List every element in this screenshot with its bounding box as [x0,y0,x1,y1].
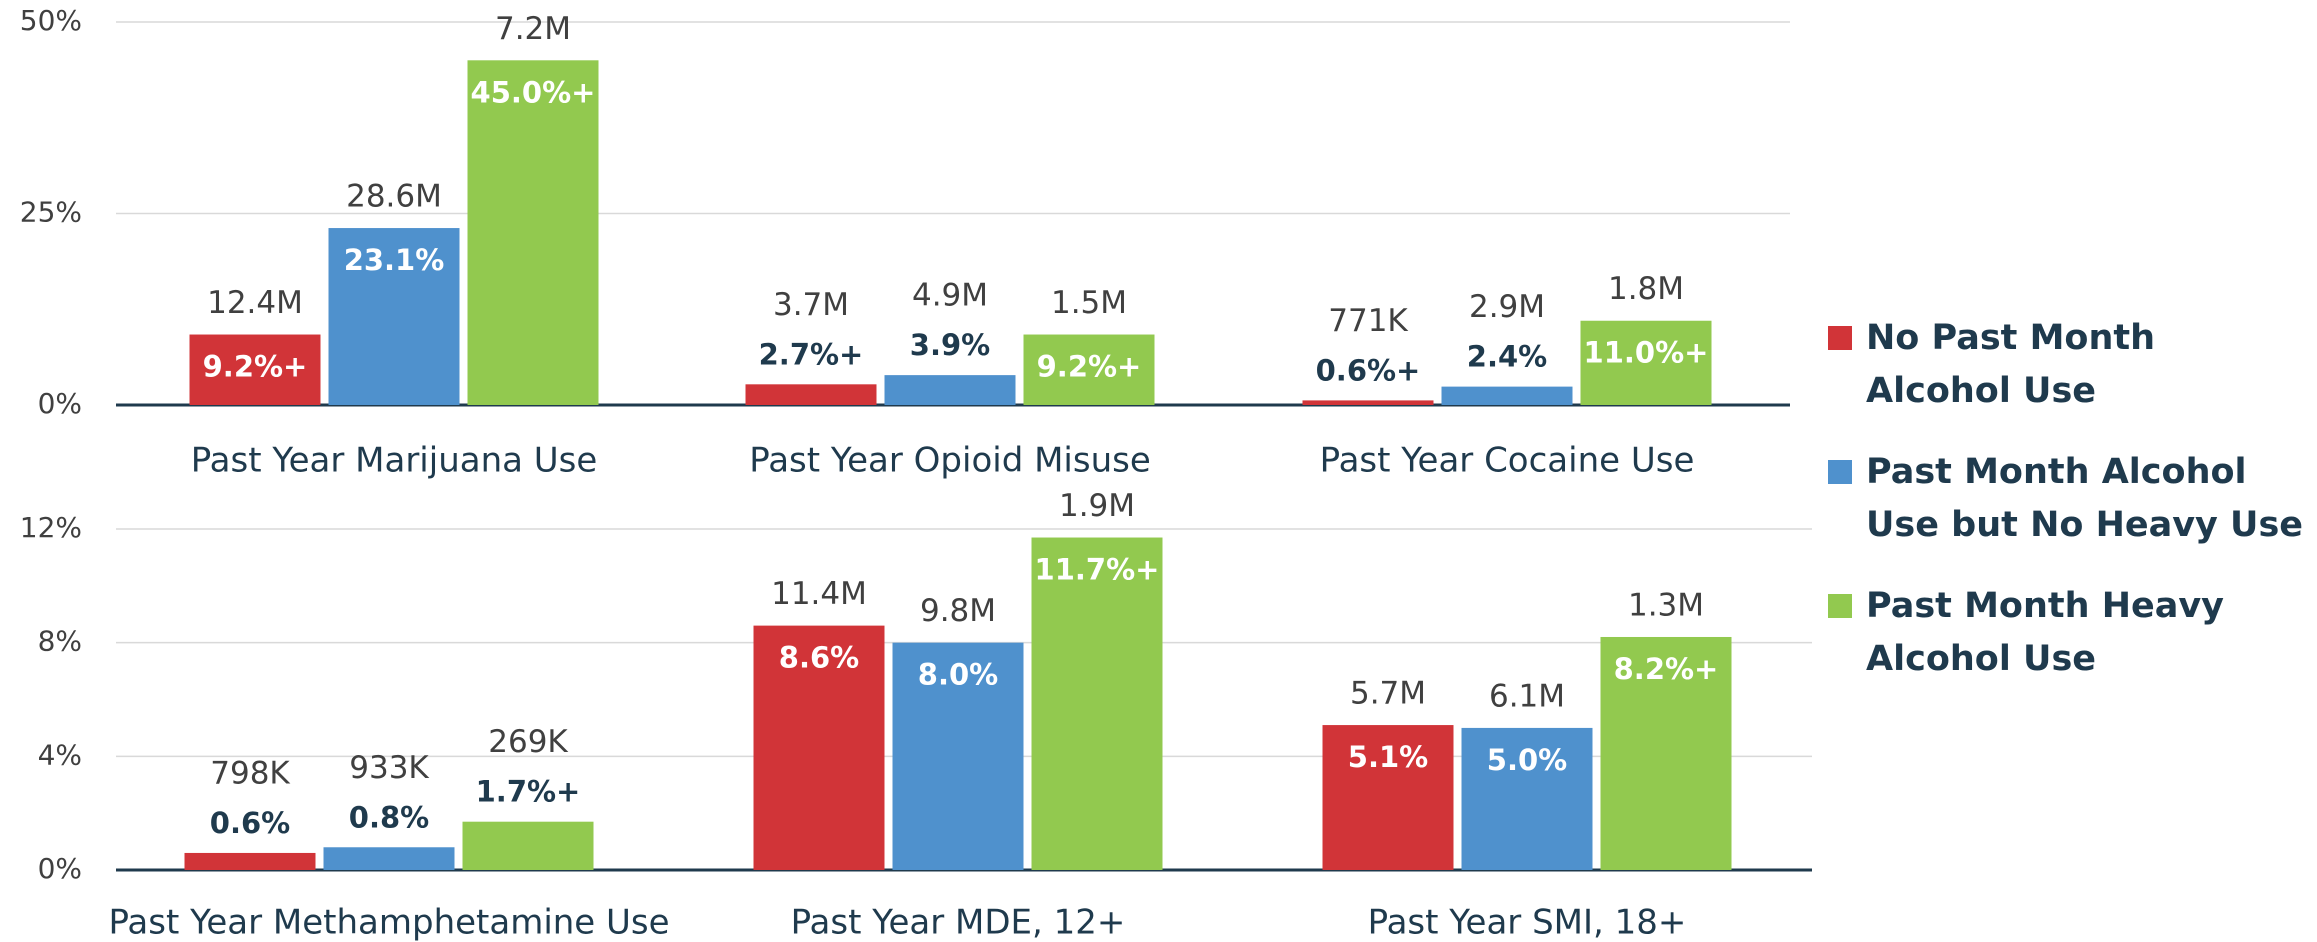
bar [1031,537,1163,870]
count-label: 6.1M [1489,678,1565,714]
bar [1441,386,1573,405]
bar [184,852,316,870]
value-label: 5.0% [1487,743,1567,777]
bar [328,228,460,405]
bar [1023,334,1155,405]
y-tick-label: 25% [20,196,82,229]
bar [467,60,599,406]
y-tick-label: 4% [38,738,82,771]
value-label: 8.0% [918,658,998,692]
bar [1302,400,1434,405]
category-label: Past Year Marijuana Use [191,441,598,481]
bar [1461,727,1593,870]
count-label: 11.4M [771,576,867,612]
count-label: 12.4M [207,285,303,321]
category-label: Past Year Opioid Misuse [749,441,1151,481]
value-label: 3.9% [910,328,990,362]
value-label: 11.0%+ [1584,336,1709,370]
value-label: 5.1% [1348,740,1428,774]
category-label: Past Year Methamphetamine Use [108,903,669,942]
y-tick-label: 0% [38,852,82,885]
count-label: 1.5M [1051,285,1127,321]
value-label: 0.6% [210,806,290,840]
legend-item: Past Month Alcohol Use but No Heavy Use [1828,446,2308,552]
count-label: 1.9M [1059,488,1135,524]
bar [884,375,1016,405]
count-label: 771K [1328,303,1408,339]
count-label: 3.7M [773,287,849,323]
count-label: 798K [210,755,290,791]
value-label: 9.2%+ [1037,350,1142,384]
y-tick-label: 12% [20,511,82,544]
value-label: 2.7%+ [759,337,864,371]
bar [462,821,594,870]
bar [745,384,877,405]
value-label: 2.4% [1467,340,1547,374]
legend-swatch [1828,460,1852,484]
value-label: 8.6% [779,641,859,675]
category-label: Past Year Cocaine Use [1320,441,1695,481]
legend-swatch [1828,326,1852,350]
count-label: 269K [488,724,568,760]
count-label: 28.6M [346,179,442,215]
legend-label: No Past Month Alcohol Use [1866,318,2156,411]
value-label: 9.2%+ [203,350,308,384]
count-label: 1.3M [1628,587,1704,623]
count-label: 933K [349,750,429,786]
legend: No Past Month Alcohol Use Past Month Alco… [1828,312,2308,714]
bar [1600,636,1732,870]
count-label: 4.9M [912,278,988,314]
value-label: 1.7%+ [476,775,581,809]
value-label: 0.8% [349,800,429,834]
legend-label: Past Month Alcohol Use but No Heavy Use [1866,452,2304,545]
value-label: 8.2%+ [1614,652,1719,686]
value-label: 11.7%+ [1035,553,1160,587]
bar [1322,725,1454,870]
legend-label: Past Month Heavy Alcohol Use [1866,586,2224,679]
legend-swatch [1828,594,1852,618]
count-label: 9.8M [920,593,996,629]
count-label: 2.9M [1469,289,1545,325]
bar [323,847,455,870]
y-tick-label: 8% [38,625,82,658]
count-label: 5.7M [1350,676,1426,712]
category-label: Past Year MDE, 12+ [791,903,1126,942]
bar [753,625,885,870]
count-label: 1.8M [1608,271,1684,307]
bar [189,334,321,405]
y-tick-label: 50% [20,4,82,37]
category-label: Past Year SMI, 18+ [1368,903,1687,942]
legend-item: No Past Month Alcohol Use [1828,312,2308,418]
value-label: 0.6%+ [1316,353,1421,387]
value-label: 45.0%+ [471,75,596,109]
y-tick-label: 0% [38,387,82,420]
bar [892,642,1024,870]
bar [1580,320,1712,405]
count-label: 7.2M [495,11,571,47]
value-label: 23.1% [344,243,445,277]
legend-item: Past Month Heavy Alcohol Use [1828,580,2308,686]
